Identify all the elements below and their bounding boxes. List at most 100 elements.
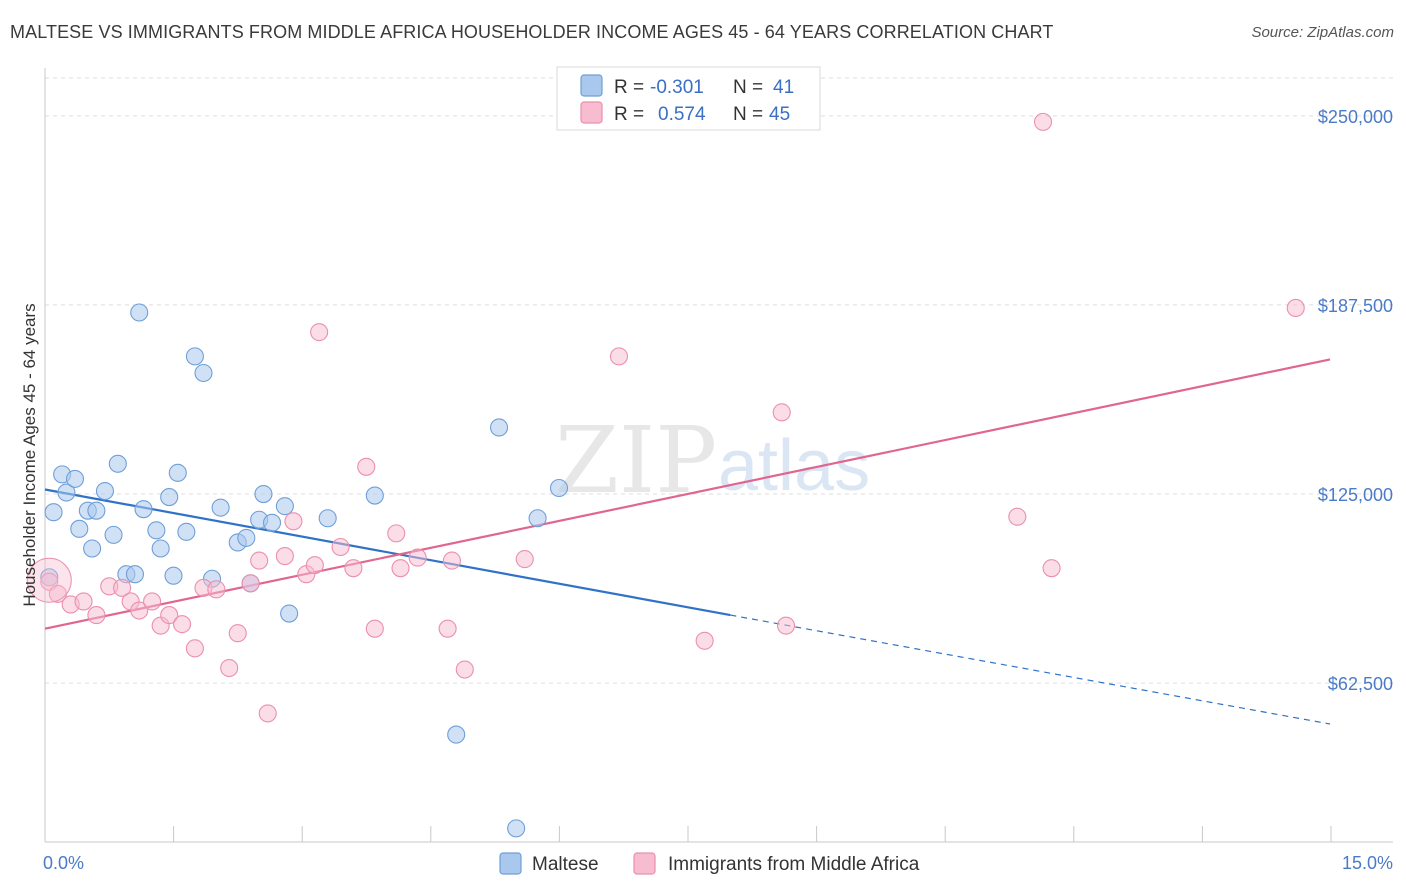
point-middle-africa (1033, 112, 1053, 131)
point-maltese (280, 604, 299, 623)
point-maltese (507, 819, 526, 838)
trend-line-maltese-extension (730, 614, 1331, 725)
point-middle-africa (74, 592, 93, 611)
point-layer (26, 112, 1305, 838)
point-middle-africa (515, 550, 534, 569)
legend-n-label-maltese: N = (733, 77, 763, 98)
point-maltese (262, 513, 282, 532)
point-middle-africa (220, 658, 239, 678)
point-maltese (70, 519, 89, 538)
point-middle-africa (776, 616, 796, 635)
point-maltese (130, 303, 149, 322)
point-middle-africa (241, 574, 260, 593)
y-tick-label: $62,500 (1328, 674, 1393, 694)
watermark-zip: ZIP (555, 407, 717, 514)
y-axis-label: Householder Income Ages 45 - 64 years (20, 303, 39, 606)
point-maltese (125, 565, 144, 584)
point-maltese (134, 500, 153, 519)
point-middle-africa (228, 624, 247, 643)
point-middle-africa (310, 323, 329, 342)
bottom-legend: Maltese Immigrants from Middle Africa (499, 852, 920, 875)
point-maltese (83, 539, 102, 558)
bottom-legend-label-middle-africa: Immigrants from Middle Africa (668, 854, 920, 875)
point-middle-africa (438, 619, 457, 638)
grid-layer (45, 77, 1393, 684)
point-maltese (87, 501, 106, 520)
point-middle-africa (185, 639, 204, 658)
axis-layer (44, 68, 1393, 843)
point-maltese (177, 522, 196, 541)
point-middle-africa (609, 347, 629, 366)
point-middle-africa (344, 559, 363, 578)
legend-r-value-maltese: -0.301 (650, 77, 704, 98)
y-tick-label: $187,500 (1318, 296, 1393, 316)
point-middle-africa (160, 606, 179, 625)
point-middle-africa (284, 512, 303, 531)
point-middle-africa (365, 619, 384, 638)
point-middle-africa (387, 524, 406, 543)
point-maltese (104, 525, 123, 544)
point-maltese (168, 463, 187, 482)
point-maltese (151, 539, 170, 558)
legend-n-value-maltese: 41 (773, 77, 794, 98)
point-middle-africa (442, 551, 461, 570)
point-maltese (65, 469, 85, 488)
watermark-atlas: atlas (718, 426, 870, 506)
chart-title: MALTESE VS IMMIGRANTS FROM MIDDLE AFRICA… (10, 22, 1054, 42)
point-maltese (254, 484, 273, 504)
point-maltese (185, 347, 204, 366)
legend-swatch-maltese (580, 74, 603, 97)
point-maltese (194, 363, 213, 383)
bottom-legend-swatch-maltese (499, 852, 522, 875)
point-middle-africa (1286, 298, 1305, 318)
point-maltese (318, 509, 337, 528)
point-middle-africa (331, 537, 350, 557)
point-maltese (108, 454, 127, 473)
point-middle-africa (130, 601, 149, 620)
point-middle-africa (357, 457, 376, 476)
bottom-legend-label-maltese: Maltese (532, 854, 599, 875)
point-maltese (44, 503, 63, 522)
point-maltese (549, 478, 569, 498)
bottom-legend-swatch-middle-africa (633, 852, 656, 875)
point-maltese (528, 509, 547, 528)
point-middle-africa (1042, 559, 1061, 578)
trend-line-maltese (44, 488, 731, 617)
legend-r-label-middle-africa: R = (614, 104, 644, 125)
legend-r-value-middle-africa: 0.574 (658, 104, 706, 125)
y-tick-label: $125,000 (1318, 485, 1393, 505)
top-legend: R = -0.301 N = 41 R = 0.574 N = 45 (556, 66, 821, 131)
legend-swatch-middle-africa (580, 101, 603, 124)
point-middle-africa (1008, 507, 1027, 526)
legend-n-label-middle-africa: N = (733, 104, 763, 125)
y-tick-label: $250,000 (1318, 107, 1393, 127)
point-maltese (489, 418, 509, 437)
point-maltese (147, 521, 166, 540)
point-middle-africa (391, 559, 410, 578)
point-maltese (160, 488, 179, 507)
point-maltese (95, 481, 115, 501)
point-middle-africa (113, 578, 132, 597)
point-middle-africa (408, 548, 427, 567)
point-middle-africa (250, 551, 269, 570)
legend-n-value-middle-africa: 45 (769, 104, 790, 125)
point-middle-africa (207, 580, 226, 599)
point-maltese (447, 725, 466, 744)
point-middle-africa (695, 631, 714, 650)
x-tick-label-min: 0.0% (43, 853, 84, 873)
point-middle-africa (87, 606, 106, 625)
point-middle-africa (173, 615, 192, 634)
point-middle-africa (455, 660, 474, 679)
point-middle-africa (143, 592, 162, 611)
chart-source: Source: ZipAtlas.com (1251, 24, 1394, 41)
point-middle-africa (305, 556, 324, 575)
point-maltese (211, 498, 230, 517)
x-tick-label-max: 15.0% (1342, 853, 1393, 873)
watermark: ZIP atlas (555, 407, 870, 514)
point-maltese (275, 497, 294, 516)
point-maltese (57, 483, 76, 502)
point-middle-africa (258, 704, 277, 723)
y-tick-labels: $62,500 $125,000 $187,500 $250,000 (1318, 107, 1393, 694)
point-middle-africa (275, 547, 294, 566)
